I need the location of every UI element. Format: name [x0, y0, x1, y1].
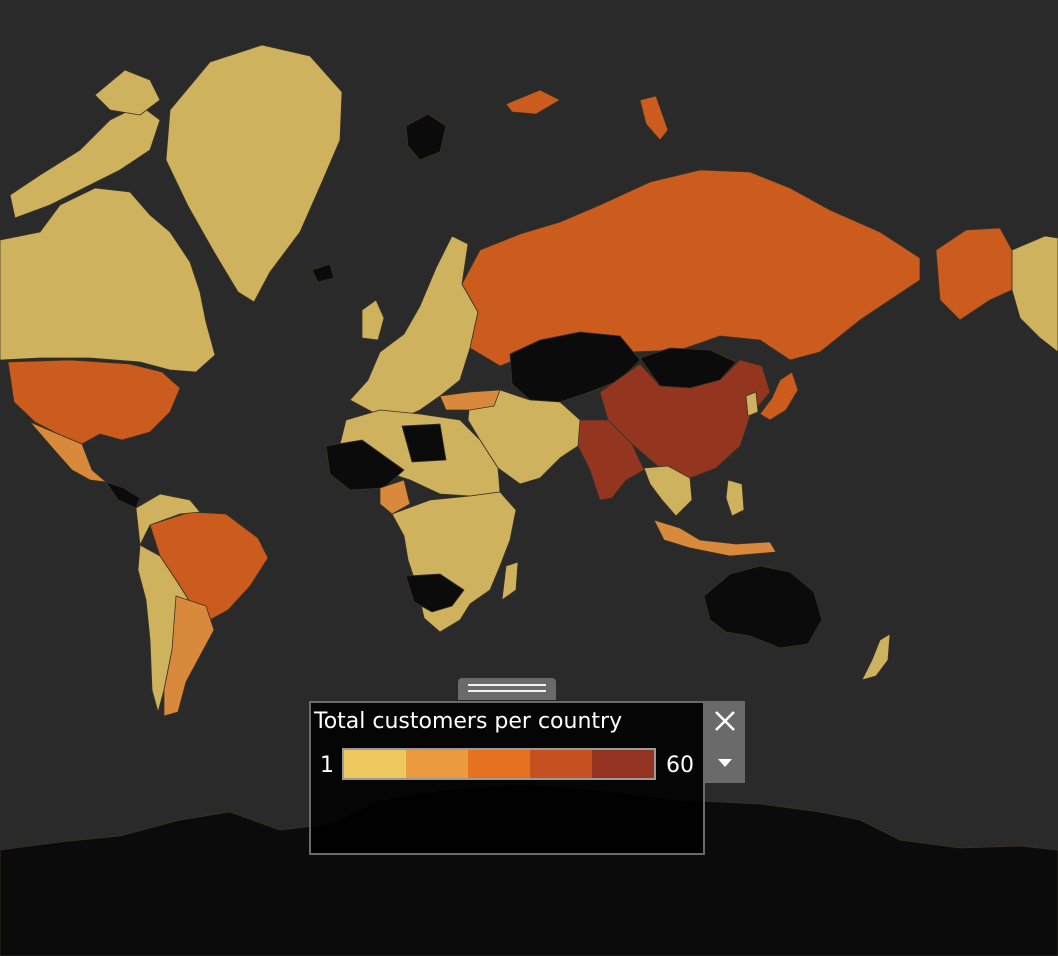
- legend-swatch: [344, 750, 406, 778]
- country-india[interactable]: [575, 419, 645, 501]
- country-russia-far-east[interactable]: [935, 227, 1013, 321]
- country-canada-baffin[interactable]: [94, 69, 161, 116]
- country-canada-arctic-islands[interactable]: [9, 104, 161, 219]
- country-australia[interactable]: [703, 565, 823, 649]
- country-uk[interactable]: [361, 299, 385, 341]
- country-indonesia[interactable]: [653, 519, 777, 557]
- country-libya[interactable]: [401, 423, 447, 463]
- country-canada[interactable]: [0, 187, 216, 373]
- legend-drag-handle[interactable]: [458, 678, 556, 700]
- country-japan[interactable]: [759, 371, 799, 421]
- region-central-america[interactable]: [105, 481, 141, 509]
- region-svalbard[interactable]: [405, 113, 447, 161]
- region-southeast-asia[interactable]: [643, 465, 693, 517]
- country-philippines[interactable]: [725, 479, 745, 517]
- legend-close-button[interactable]: [705, 701, 745, 741]
- country-nigeria[interactable]: [379, 479, 411, 515]
- country-usa-alaska[interactable]: [1011, 235, 1058, 353]
- country-iceland[interactable]: [311, 263, 335, 283]
- legend-max-label: 60: [666, 753, 694, 778]
- legend-swatch: [530, 750, 592, 778]
- region-central-africa[interactable]: [391, 491, 517, 633]
- country-greenland[interactable]: [165, 44, 343, 303]
- country-china[interactable]: [599, 359, 771, 479]
- legend-controls: [705, 701, 745, 783]
- legend-menu-button[interactable]: [705, 743, 745, 783]
- legend-color-ramp: [342, 748, 656, 780]
- country-russia[interactable]: [461, 169, 921, 367]
- color-legend: Total customers per country 1 60: [309, 701, 705, 855]
- legend-swatch: [592, 750, 654, 778]
- close-icon: [715, 711, 735, 731]
- country-turkey[interactable]: [439, 389, 501, 411]
- country-new-zealand[interactable]: [861, 633, 891, 681]
- legend-swatch: [406, 750, 468, 778]
- legend-min-label: 1: [320, 753, 334, 778]
- country-russia-novaya-zemlya[interactable]: [639, 95, 669, 141]
- region-southern-africa[interactable]: [405, 573, 465, 613]
- country-madagascar[interactable]: [501, 561, 519, 601]
- chevron-down-icon: [718, 759, 732, 767]
- region-northern-south-america[interactable]: [135, 493, 201, 546]
- legend-swatch: [468, 750, 530, 778]
- country-usa[interactable]: [7, 359, 181, 445]
- country-korea[interactable]: [745, 391, 759, 417]
- region-franz-josef-land[interactable]: [505, 89, 561, 115]
- country-argentina[interactable]: [163, 595, 215, 717]
- legend-title: Total customers per country: [314, 709, 623, 734]
